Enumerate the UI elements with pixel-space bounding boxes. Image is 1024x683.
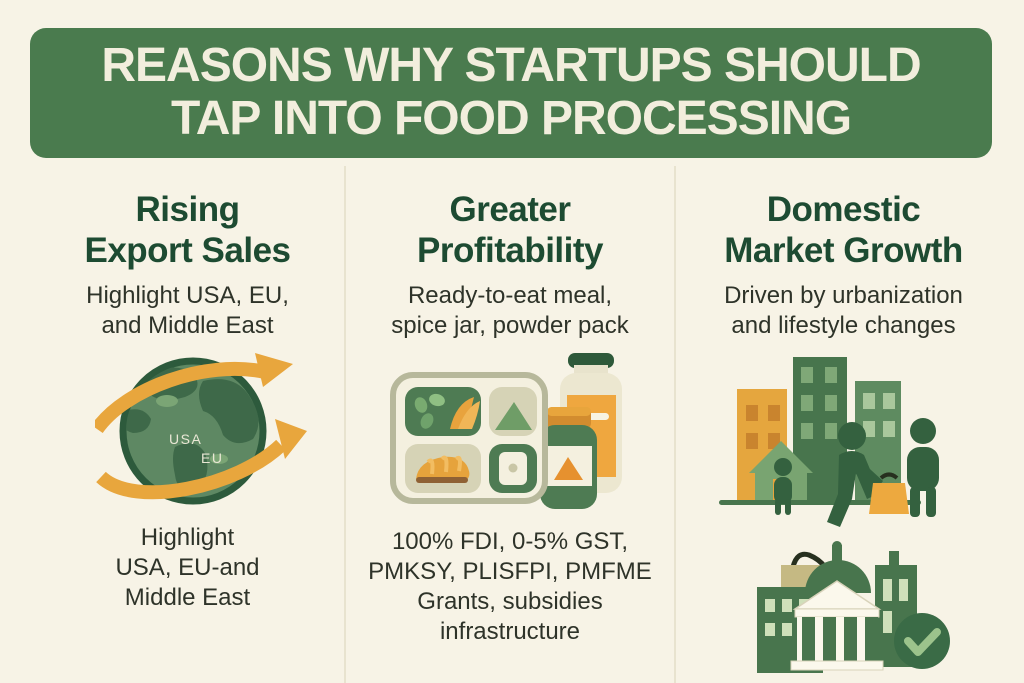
spice-jar (540, 407, 597, 509)
column-subtitle: Highlight USA, EU, and Middle East (86, 282, 289, 339)
checkmark-badge (894, 613, 950, 669)
column-title: Domestic Market Growth (724, 190, 963, 271)
standing-adult-figure (907, 418, 939, 517)
ready-meal-tray-and-jars-icon (390, 347, 640, 515)
column-rising-export-sales: Rising Export Sales Highlight USA, EU, a… (30, 165, 345, 683)
globe-graphic (91, 353, 307, 505)
column-subtitle: Driven by urbanization and lifestyle cha… (724, 282, 963, 339)
city-graphic (719, 357, 939, 527)
column-title: Rising Export Sales (84, 190, 291, 271)
column-footer-text: Highlight USA, EU-and Middle East (115, 524, 260, 611)
government-building (790, 541, 884, 671)
child-figure (774, 458, 792, 515)
column-domestic-market-growth: Domestic Market Growth Driven by urbaniz… (675, 165, 1012, 683)
city-shoppers-icon (713, 351, 953, 529)
meal-tray-graphic (390, 353, 622, 509)
globe-label-eu: EU (201, 450, 224, 466)
column-divider (674, 166, 676, 683)
column-footer-text: 100% FDI, 0-5% GST, PMKSY, PLISFPI, PMFM… (368, 528, 652, 645)
page-title: REASONS WHY STARTUPS SHOULD TAP INTO FOO… (101, 39, 921, 145)
export-arrow-top (91, 353, 293, 434)
globe-label-usa: USA (169, 431, 203, 447)
government-approval-icon (737, 537, 952, 679)
column-title: Greater Profitability (416, 190, 604, 271)
export-arrow-bottom (96, 419, 307, 500)
globe-with-export-arrows-icon: USA EU (91, 351, 307, 515)
column-subtitle: Ready-to-eat meal, spice jar, powder pac… (391, 282, 629, 339)
column-divider (344, 166, 346, 683)
column-greater-profitability: Greater Profitability Ready-to-eat meal,… (345, 165, 675, 683)
meal-tray (390, 372, 548, 504)
shopper-with-bag-figure (827, 422, 909, 527)
government-graphic (757, 541, 950, 673)
header-banner: REASONS WHY STARTUPS SHOULD TAP INTO FOO… (30, 28, 992, 158)
